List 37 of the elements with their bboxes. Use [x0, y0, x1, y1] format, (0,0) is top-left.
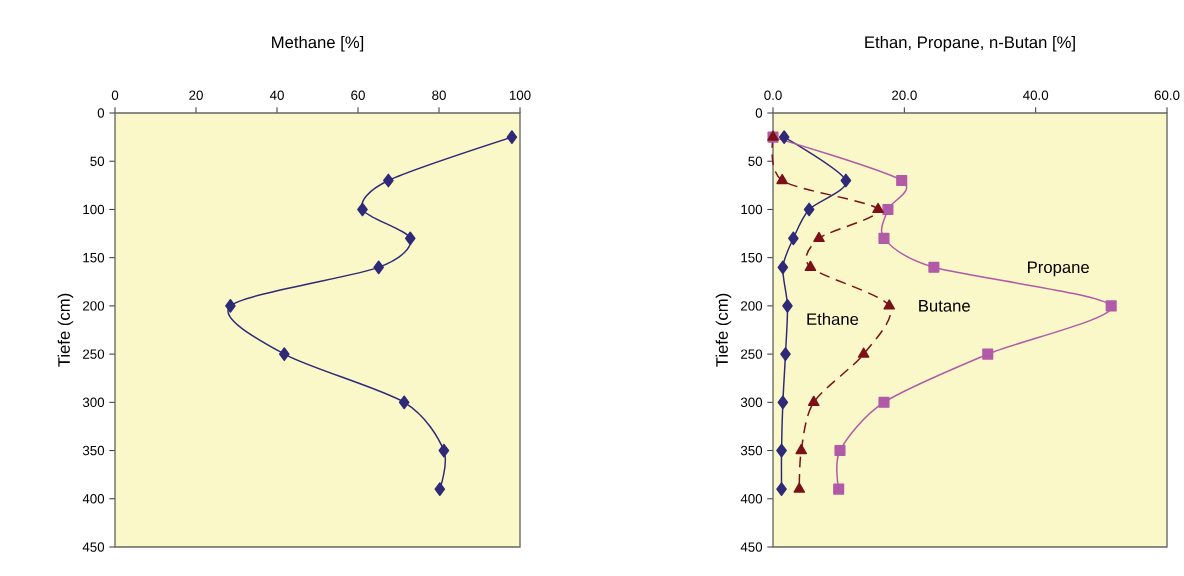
- x-tick-label: 80: [432, 90, 446, 100]
- y-tick-label: 50: [748, 156, 763, 166]
- series-label: Butane: [919, 300, 970, 312]
- y-tick-label: 450: [82, 542, 105, 552]
- y-axis-title: Tiefe (cm): [715, 293, 732, 367]
- chart-title: Ethan, Propane, n-Butan [%]: [865, 35, 1075, 52]
- x-tick-label: 40: [269, 90, 284, 100]
- series-label: Ethane: [807, 312, 859, 326]
- y-tick-label: 0: [755, 108, 763, 118]
- y-tick-label: 200: [741, 301, 763, 311]
- y-tick-label: 400: [82, 494, 105, 504]
- y-tick-label: 200: [83, 301, 105, 311]
- y-tick-label: 250: [741, 349, 763, 359]
- y-tick-label: 50: [90, 156, 105, 166]
- y-tick-label: 300: [82, 397, 105, 408]
- y-tick-label: 400: [740, 494, 763, 504]
- y-tick-label: 100: [83, 204, 105, 215]
- y-axis-title: Tiefe (cm): [57, 293, 74, 367]
- y-tick-label: 350: [82, 445, 105, 456]
- x-tick-label: 0.0: [764, 90, 782, 100]
- y-tick-label: 300: [740, 397, 763, 408]
- y-tick-label: 250: [83, 349, 105, 359]
- y-tick-label: 100: [741, 204, 763, 215]
- x-tick-label: 40.0: [1023, 90, 1049, 100]
- y-tick-label: 350: [740, 445, 763, 456]
- y-tick-label: 150: [83, 252, 105, 263]
- x-tick-label: 20.0: [892, 90, 917, 100]
- chart-title: Methane [%]: [272, 35, 364, 52]
- y-tick-label: 450: [740, 542, 763, 552]
- x-tick-label: 60.0: [1154, 90, 1180, 100]
- x-tick-label: 0: [111, 90, 119, 100]
- y-tick-label: 150: [741, 252, 763, 263]
- series-label: Propane: [1028, 261, 1089, 277]
- x-tick-label: 20: [189, 90, 203, 100]
- x-tick-label: 100: [509, 90, 531, 100]
- x-tick-label: 60: [351, 90, 365, 100]
- y-tick-label: 0: [97, 108, 105, 118]
